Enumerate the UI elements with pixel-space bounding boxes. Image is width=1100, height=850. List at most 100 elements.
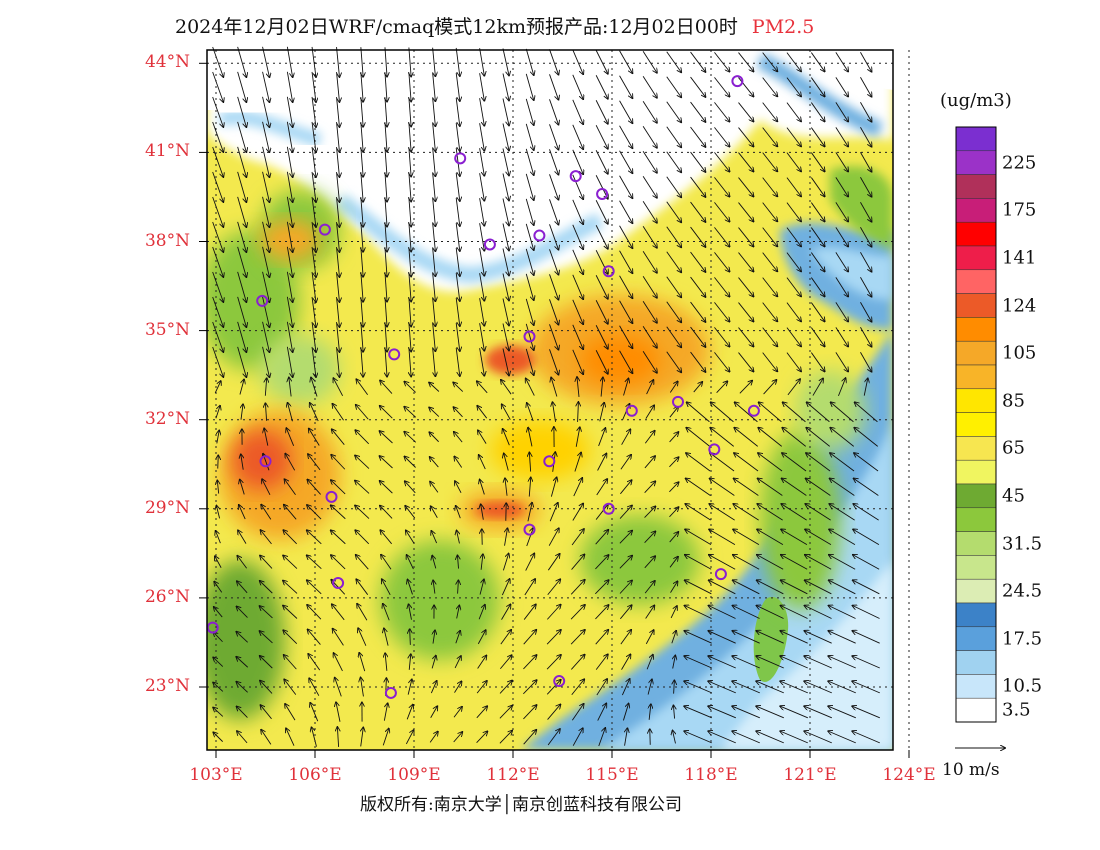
wind-vector: [619, 325, 633, 348]
wind-vector: [830, 428, 855, 447]
colorbar-label: 10.5: [1002, 675, 1043, 697]
wind-vector: [810, 252, 824, 272]
wind-vector: [336, 171, 340, 202]
wind-vector: [216, 531, 221, 544]
wind-vector: [595, 200, 608, 223]
wind-vector: [499, 681, 512, 694]
wind-vector: [215, 556, 222, 568]
wind-vector: [237, 706, 248, 718]
wind-vector: [666, 76, 682, 98]
wind-vector: [409, 297, 411, 327]
wind-vector: [644, 481, 656, 494]
longitude-label: 109°E: [387, 765, 441, 785]
wind-vector: [311, 196, 316, 227]
wind-vector: [571, 529, 584, 546]
wind-vector: [409, 247, 411, 277]
wind-vector: [356, 555, 369, 570]
wind-vector: [214, 381, 221, 394]
wind-vector: [714, 152, 729, 171]
wind-vector: [332, 404, 344, 421]
wind-vector: [738, 152, 753, 172]
wind-vector: [781, 529, 808, 546]
wind-vector: [214, 582, 223, 593]
wind-vector: [523, 680, 536, 695]
wind-vector: [595, 630, 609, 645]
wind-vector: [430, 482, 439, 493]
wind-vector: [619, 605, 631, 620]
wind-vector: [523, 705, 536, 720]
wind-vector: [212, 171, 224, 202]
wind-vector: [432, 272, 436, 302]
wind-vector: [642, 201, 657, 222]
wind-vector: [237, 71, 247, 102]
wind-vector: [620, 630, 631, 645]
wind-vector: [431, 531, 438, 544]
wind-vector: [331, 505, 346, 520]
wind-vector: [260, 705, 272, 720]
wind-vector: [380, 406, 393, 419]
wind-vector: [549, 299, 559, 324]
wind-vector: [481, 504, 484, 520]
wind-vector: [621, 679, 629, 696]
wind-vector: [575, 427, 580, 447]
wind-vector: [286, 71, 292, 102]
wind-vector: [237, 271, 247, 302]
wind-vector: [479, 123, 485, 151]
wind-vector: [404, 407, 417, 418]
latitude-label: 29°N: [144, 497, 190, 518]
map-frame: [206, 49, 894, 751]
wind-vector: [831, 402, 854, 423]
wind-vector: [572, 503, 583, 521]
wind-vector: [308, 629, 321, 645]
wind-vector: [409, 604, 412, 620]
wind-vector: [595, 605, 608, 620]
wind-vector: [685, 580, 712, 595]
pollutant-label: PM2.5: [751, 16, 815, 38]
wind-vector: [525, 98, 533, 125]
wind-vector: [380, 431, 393, 444]
station-marker: [625, 404, 638, 417]
longitude-label: 124°E: [882, 765, 936, 785]
wind-vector: [860, 102, 871, 121]
latitude-label: 35°N: [144, 319, 190, 340]
colorbar-segment: [955, 459, 997, 485]
wind-vector: [361, 222, 363, 252]
wind-vector: [673, 656, 676, 669]
wind-vector: [786, 327, 801, 347]
station-marker: [596, 187, 609, 200]
wind-vector: [212, 146, 224, 177]
wind-vector: [480, 480, 485, 495]
colorbar-label: 45: [1002, 485, 1025, 507]
wind-vector: [237, 731, 248, 744]
wind-vector: [685, 555, 712, 570]
colorbar-label: 141: [1002, 247, 1037, 269]
wind-vector: [714, 252, 729, 271]
wind-vector: [237, 321, 247, 352]
wind-vector: [642, 76, 657, 97]
wind-vector: [213, 732, 223, 742]
colorbar-label: 85: [1002, 390, 1025, 412]
wind-vector: [595, 325, 608, 348]
wind-vector: [570, 605, 585, 620]
wind-vector: [734, 478, 759, 496]
wind-vector: [433, 580, 435, 594]
wind-vector: [336, 346, 340, 377]
wind-vector: [828, 706, 856, 719]
wind-vector: [756, 656, 784, 669]
wind-vector: [573, 478, 582, 497]
wind-vector: [361, 47, 363, 77]
wind-vector: [786, 252, 801, 272]
copyright: 版权所有:南京大学│南京创蓝科技有限公司: [360, 795, 682, 815]
wind-vector: [284, 655, 297, 670]
wind-vector: [385, 247, 387, 276]
wind-vector: [805, 529, 832, 546]
wind-vector: [595, 250, 608, 273]
wind-vector: [711, 402, 734, 423]
wind-vector: [710, 428, 735, 447]
wind-vector: [619, 200, 633, 223]
wind-vector: [237, 581, 248, 594]
wind-vector: [455, 347, 460, 376]
wind-vector: [479, 579, 484, 595]
wind-vector: [355, 505, 370, 519]
wind-vector: [757, 580, 784, 595]
